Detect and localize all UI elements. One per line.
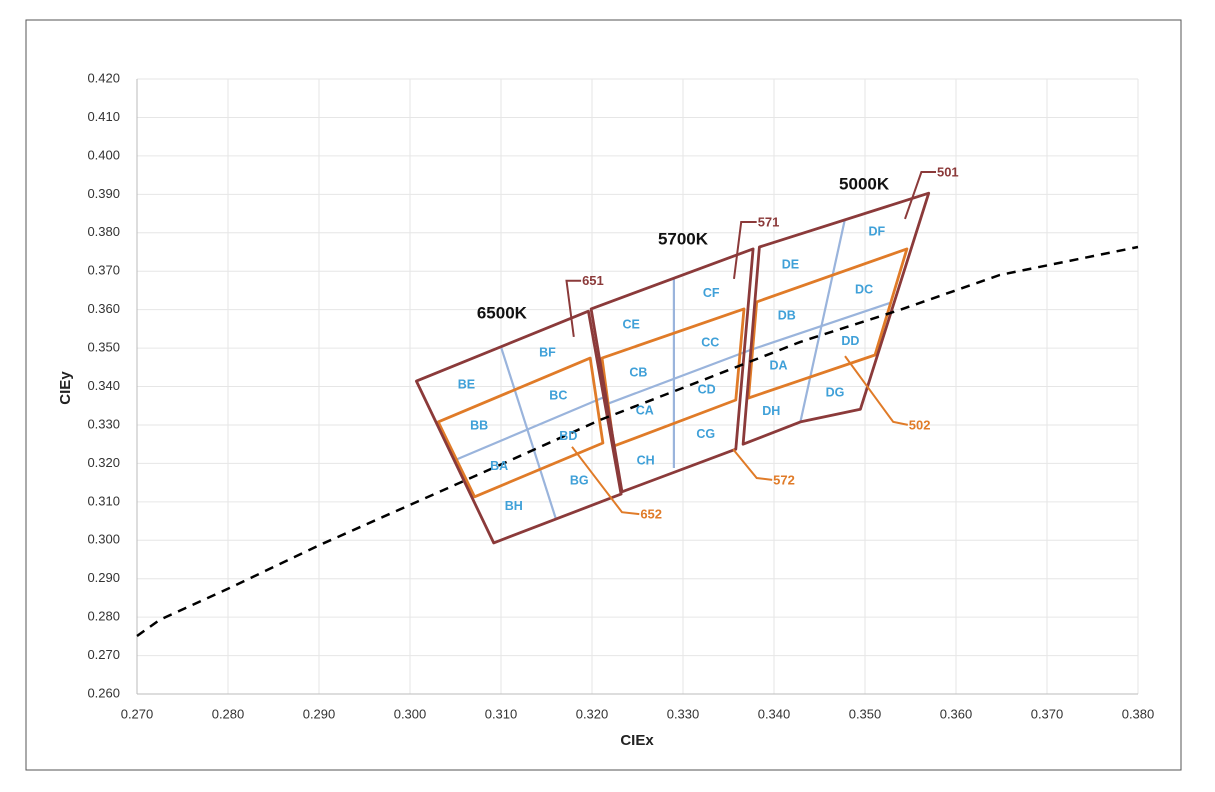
callout-line — [732, 448, 773, 481]
x-tick-label: 0.360 — [940, 706, 973, 721]
bin-label: BF — [539, 345, 556, 359]
callout-line — [844, 355, 909, 426]
bin-outline — [589, 247, 755, 494]
y-tick-label: 0.320 — [87, 455, 120, 470]
x-tick-label: 0.340 — [758, 706, 791, 721]
bin-label: DG — [826, 385, 845, 399]
bin-divider — [606, 348, 751, 406]
bin-outline — [741, 191, 931, 446]
bin-label: CH — [637, 453, 655, 467]
y-axis-title: CIEy — [57, 371, 74, 405]
y-tick-label: 0.400 — [87, 147, 120, 162]
y-tick-label: 0.410 — [87, 109, 120, 124]
bin-label: BC — [549, 388, 567, 402]
bin-label: BH — [505, 499, 523, 513]
callout-label: 502 — [909, 417, 931, 432]
bin-label: CB — [629, 365, 647, 379]
bin-outline — [415, 309, 623, 545]
bin-label: CA — [636, 403, 654, 417]
callout-line — [904, 171, 936, 220]
x-tick-label: 0.310 — [485, 706, 518, 721]
bin-label: DC — [855, 282, 873, 296]
y-tick-label: 0.280 — [87, 609, 120, 624]
y-tick-label: 0.330 — [87, 416, 120, 431]
x-tick-label: 0.320 — [576, 706, 609, 721]
bin-label: CC — [701, 335, 719, 349]
bin-label: BA — [490, 459, 508, 473]
cct-label: 5700K — [658, 230, 709, 249]
bin-divider — [456, 395, 606, 461]
bin-label: DA — [770, 358, 788, 372]
y-tick-label: 0.290 — [87, 570, 120, 585]
y-tick-label: 0.360 — [87, 301, 120, 316]
bin-label: CE — [622, 317, 639, 331]
y-tick-label: 0.300 — [87, 532, 120, 547]
y-tick-label: 0.340 — [87, 378, 120, 393]
callout-label: 501 — [937, 164, 959, 179]
bin-divider — [749, 302, 890, 352]
bin-label: BG — [570, 473, 589, 487]
callout-line — [733, 221, 757, 280]
callout-label: 572 — [773, 472, 795, 487]
callout-line — [571, 446, 640, 516]
bin-label: DF — [868, 224, 885, 238]
x-tick-label: 0.290 — [303, 706, 336, 721]
y-tick-label: 0.370 — [87, 263, 120, 278]
x-tick-label: 0.330 — [667, 706, 700, 721]
bin-label: BE — [458, 377, 475, 391]
bin-label: DD — [841, 334, 859, 348]
bin-label: DB — [778, 308, 796, 322]
x-tick-label: 0.370 — [1031, 706, 1064, 721]
bin-label: BB — [470, 418, 488, 432]
reference-curve — [136, 245, 1139, 638]
bin-label: BD — [559, 429, 577, 443]
bin-label: DE — [782, 257, 799, 271]
bin-label: CD — [698, 382, 716, 396]
bin-divider — [799, 218, 847, 423]
callout-line — [565, 279, 582, 338]
x-tick-label: 0.300 — [394, 706, 427, 721]
cct-label: 6500K — [477, 303, 528, 322]
y-tick-label: 0.350 — [87, 340, 120, 355]
y-tick-label: 0.420 — [87, 70, 120, 85]
plot-area: 651 571 501 652 572 502 6500K 5700K 5000K BE BF BC B… — [136, 164, 1139, 638]
callout-label: 571 — [758, 214, 780, 229]
cct-label: 5000K — [839, 175, 890, 194]
x-tick-label: 0.280 — [212, 706, 245, 721]
bin-outline — [747, 247, 909, 400]
bin-label: CF — [703, 286, 720, 300]
y-tick-label: 0.390 — [87, 186, 120, 201]
x-axis-title: CIEx — [620, 732, 654, 749]
x-tick-label: 0.270 — [121, 706, 154, 721]
bin-outline — [436, 356, 605, 499]
x-tick-label: 0.350 — [849, 706, 882, 721]
callout-label: 651 — [582, 273, 604, 288]
callout-label: 652 — [640, 507, 662, 522]
bin-label: CG — [696, 427, 715, 441]
y-tick-label: 0.270 — [87, 647, 120, 662]
y-tick-label: 0.380 — [87, 224, 120, 239]
y-tick-label: 0.310 — [87, 493, 120, 508]
y-tick-label: 0.260 — [87, 685, 120, 700]
x-tick-label: 0.380 — [1122, 706, 1155, 721]
bin-divider — [499, 346, 557, 519]
bin-label: DH — [762, 404, 780, 418]
